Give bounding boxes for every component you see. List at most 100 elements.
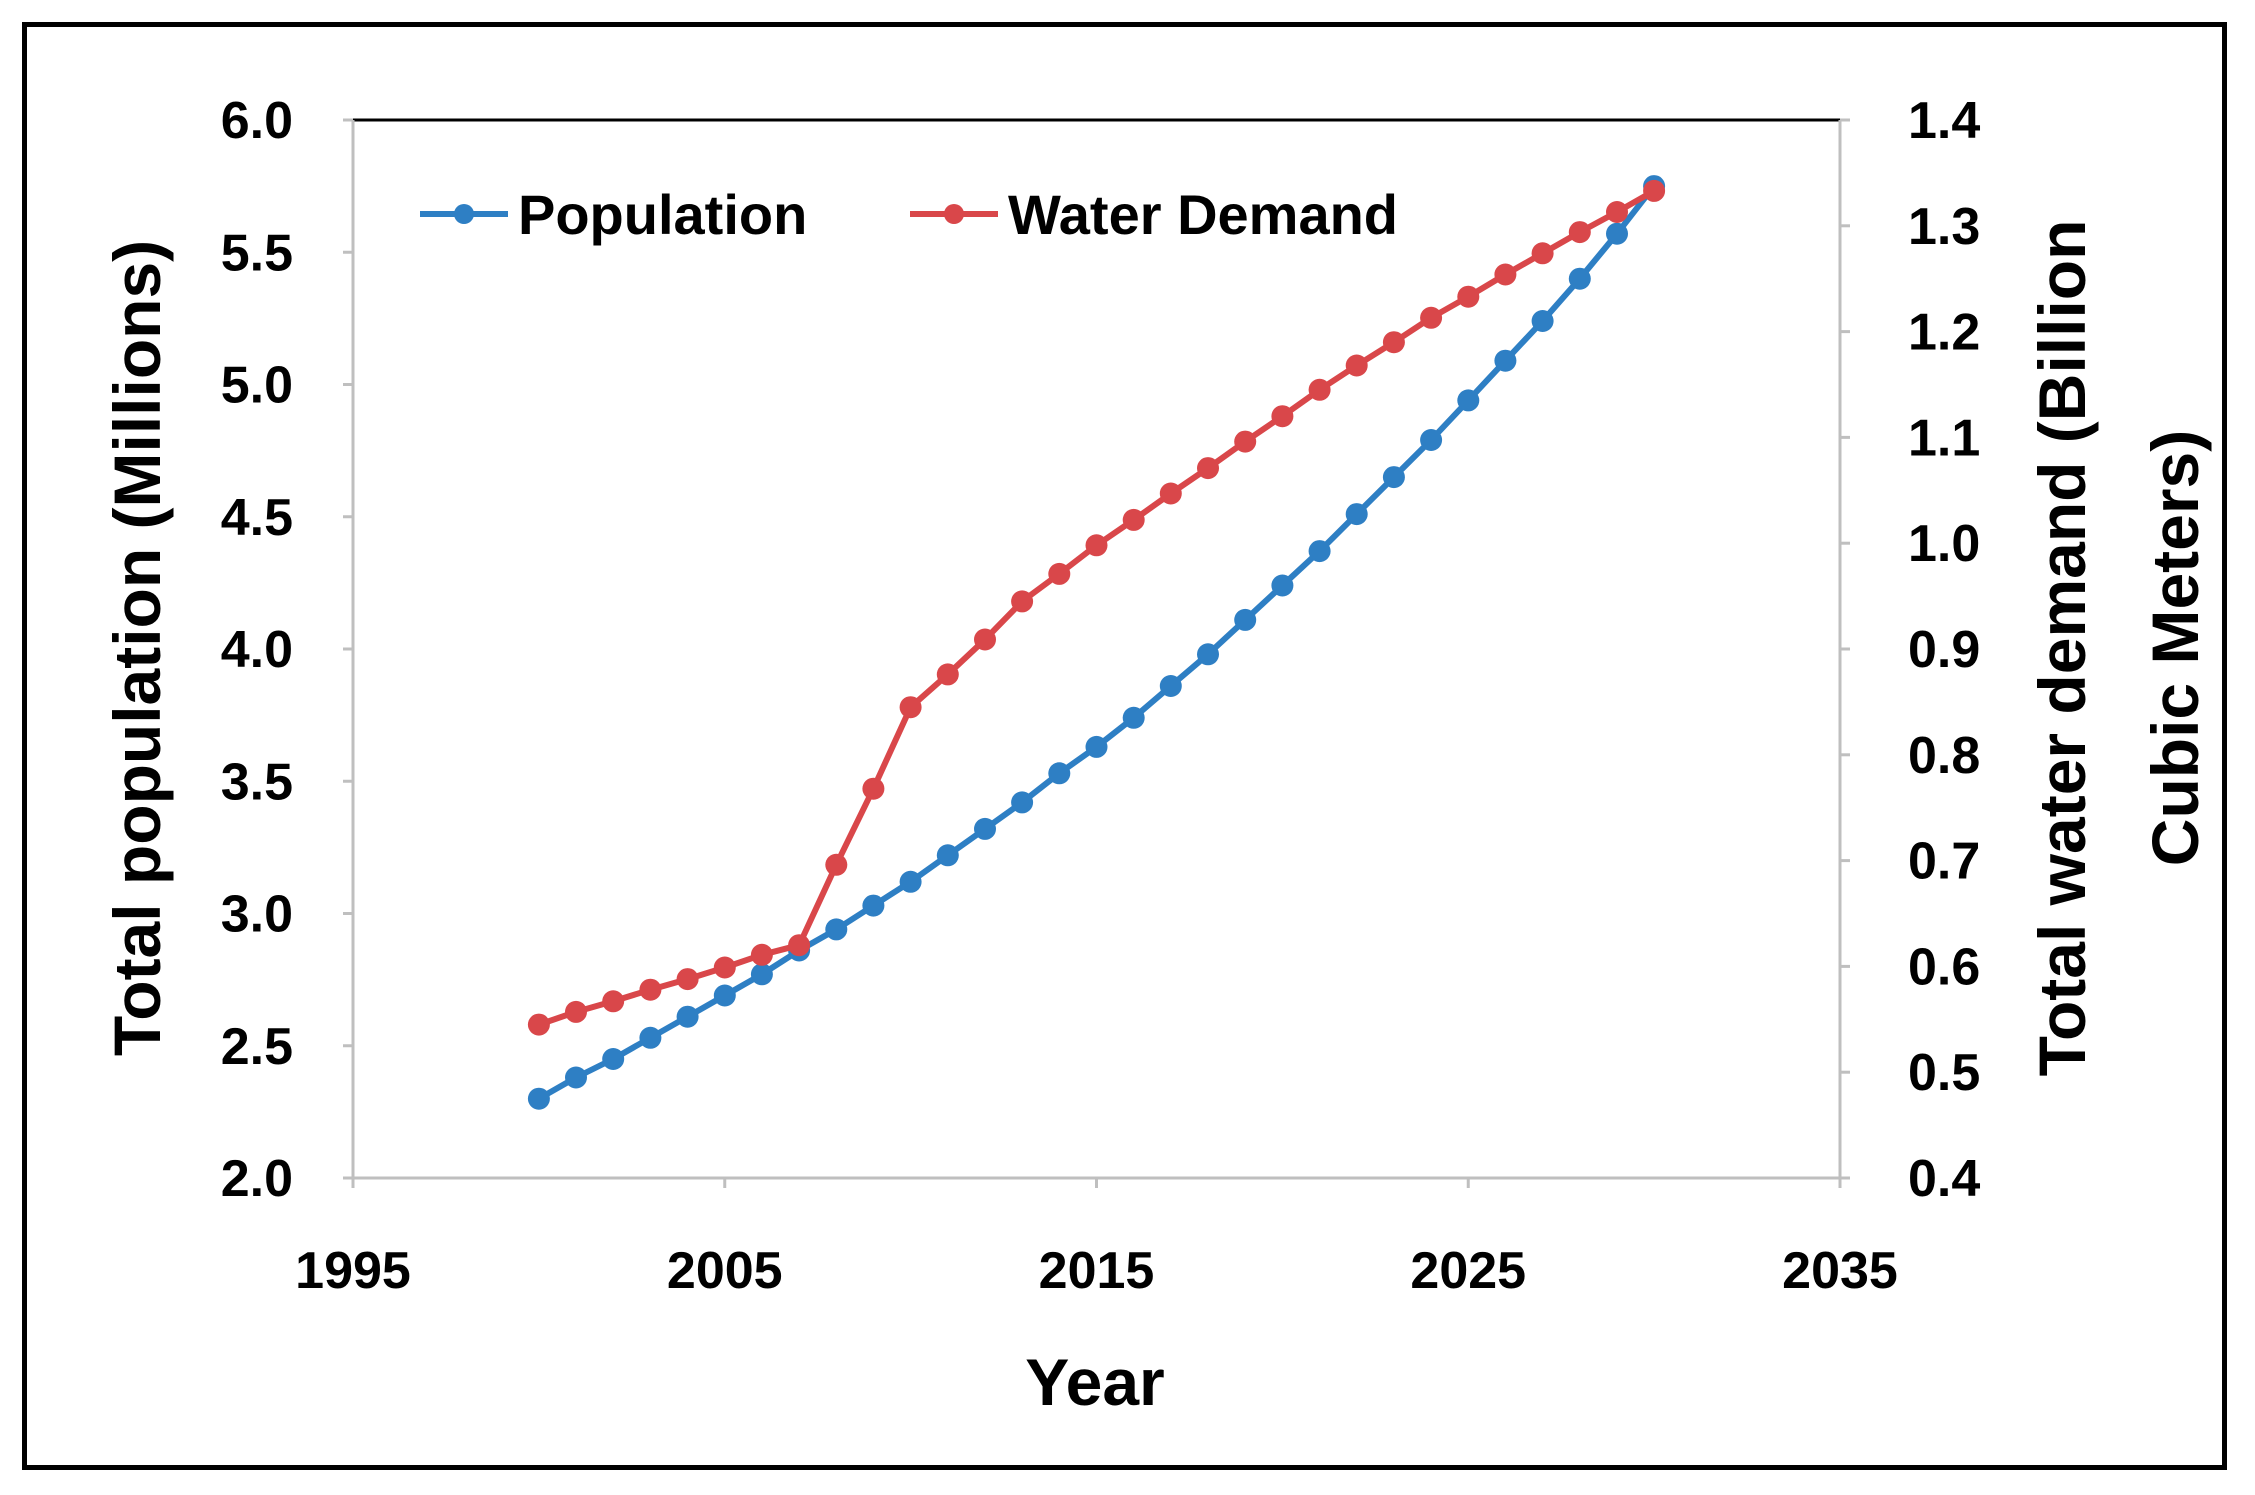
y-left-tick-label: 5.5 — [221, 224, 293, 282]
series-population-point — [713, 984, 736, 1007]
y-right-tick-label: 1.4 — [1908, 92, 1980, 150]
series-water-demand-point — [1494, 263, 1517, 286]
x-tick-label: 1995 — [295, 1242, 411, 1300]
series-population-point — [1494, 349, 1517, 372]
y-right-tick-label: 1.2 — [1908, 304, 1980, 362]
legend-water-demand-marker — [944, 204, 964, 224]
y-right-tick-label: 0.6 — [1908, 938, 1980, 996]
series-water-demand-point — [602, 990, 625, 1013]
series-water-demand-point — [1420, 306, 1443, 329]
series-water-demand-point — [1457, 285, 1480, 308]
series-population-point — [825, 918, 848, 941]
y-right-tick-label: 0.8 — [1908, 727, 1980, 785]
y-left-tick-label: 2.5 — [221, 1018, 293, 1076]
series-water-demand-point — [527, 1013, 550, 1036]
series-water-demand-point — [750, 943, 773, 966]
series-water-demand-point — [1606, 201, 1628, 223]
x-axis: 1995 2005 2015 2025 2035 — [295, 1178, 1898, 1300]
y-right-tick-label: 0.4 — [1908, 1150, 1980, 1208]
series-population-point — [974, 817, 996, 840]
y-right-tick-label: 0.9 — [1908, 621, 1980, 679]
series-water-demand-point — [713, 956, 736, 979]
series-water-demand-point — [1345, 354, 1368, 377]
series-water-demand-point — [1122, 508, 1145, 531]
x-axis-title: Year — [1025, 1345, 1164, 1419]
series-population-point — [862, 894, 885, 917]
series-population-point — [1159, 675, 1182, 697]
series-population-point — [1197, 643, 1219, 666]
series-water-demand-point — [1197, 457, 1219, 480]
series-water-demand-point — [639, 978, 662, 1001]
y-left-tick-label: 2.0 — [221, 1150, 293, 1208]
chart-frame — [22, 22, 2227, 1470]
y-left-tick-label: 6.0 — [221, 92, 293, 150]
series-water-demand-point — [1382, 331, 1405, 354]
series-population-point — [1308, 540, 1331, 563]
y-left-tick-label: 4.5 — [221, 489, 293, 547]
series-population-point — [1085, 735, 1108, 758]
series-population-point — [750, 963, 773, 986]
y-axis-right: 0.4 0.5 0.6 0.7 0.8 0.9 1.0 1.1 1.2 1.3 1.4 — [1840, 92, 1980, 1208]
series-population-point — [936, 844, 959, 867]
series-population-point — [1271, 574, 1294, 597]
series-population-point — [1568, 267, 1591, 290]
x-tick-label: 2015 — [1039, 1242, 1155, 1300]
legend-population-label: Population — [518, 183, 807, 246]
series-water-demand-point — [1011, 590, 1034, 613]
series-population-point — [565, 1066, 587, 1089]
series-water-demand-point — [825, 853, 848, 876]
series-population-point — [676, 1005, 699, 1028]
series-population-point — [1011, 791, 1034, 814]
legend-population-marker — [454, 204, 474, 224]
series-population-point — [1234, 608, 1257, 631]
y-axis-right-title-line2: Cubic Meters) — [2138, 430, 2212, 866]
y-right-tick-label: 1.1 — [1908, 409, 1980, 467]
series-population-point — [1457, 389, 1480, 412]
legend: Population Water Demand — [420, 183, 1398, 246]
series-population-point — [1420, 429, 1443, 451]
series-water-demand-point — [899, 696, 922, 719]
series-water-demand-point — [1048, 562, 1071, 585]
y-left-tick-label: 3.0 — [221, 886, 293, 944]
series-water-demand-line — [537, 188, 1656, 1028]
series-water-demand-point — [1568, 221, 1591, 244]
y-left-tick-label: 5.0 — [221, 357, 293, 415]
series-water-demand-point — [676, 968, 699, 991]
series-population-point — [1531, 310, 1554, 332]
series-water-demand-point — [1271, 405, 1294, 428]
series-population-point — [1382, 466, 1405, 489]
legend-water-demand-label: Water Demand — [1008, 183, 1398, 246]
series-layer — [527, 175, 1666, 1110]
series-population-point — [1122, 706, 1145, 729]
y-right-tick-label: 0.7 — [1908, 833, 1980, 891]
series-population-point — [602, 1048, 625, 1070]
series-population-point — [527, 1087, 550, 1110]
y-right-tick-label: 0.5 — [1908, 1044, 1980, 1102]
series-water-demand-point — [974, 628, 996, 651]
series-water-demand-point — [1308, 378, 1331, 401]
series-water-demand-point — [862, 777, 885, 800]
series-population-point — [1606, 222, 1628, 245]
y-left-tick-label: 3.5 — [221, 753, 293, 811]
series-population-point — [639, 1026, 662, 1049]
series-water-demand-point — [1531, 242, 1554, 265]
series-water-demand-point — [1643, 179, 1666, 202]
series-population-point — [1345, 503, 1368, 526]
series-water-demand-point — [788, 934, 811, 957]
y-left-tick-label: 4.0 — [221, 621, 293, 679]
y-axis-right-title-line1: Total water demand (Billion — [2025, 220, 2099, 1077]
series-water-demand-point — [565, 1000, 587, 1023]
y-axis-left: 2.0 2.5 3.0 3.5 4.0 4.5 5.0 5.5 6.0 — [221, 92, 353, 1208]
series-population-point — [1048, 762, 1071, 785]
x-tick-label: 2005 — [667, 1242, 783, 1300]
series-population-line — [537, 184, 1657, 1102]
y-right-tick-label: 1.0 — [1908, 515, 1980, 573]
y-axis-left-title: Total population (Millions) — [100, 240, 174, 1056]
series-population-point — [899, 870, 922, 893]
x-tick-label: 2025 — [1410, 1242, 1526, 1300]
series-water-demand-point — [1085, 534, 1108, 557]
series-water-demand-point — [1159, 482, 1182, 505]
x-tick-label: 2035 — [1782, 1242, 1898, 1300]
series-water-demand-point — [936, 663, 959, 686]
